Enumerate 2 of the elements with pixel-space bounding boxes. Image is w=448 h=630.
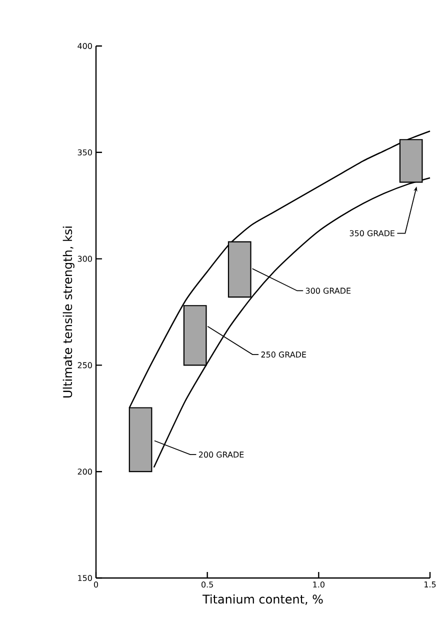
x-axis-title: Titanium content, % bbox=[202, 594, 323, 605]
y-axis-title: Ultimate tensile strength, ksi bbox=[62, 226, 74, 398]
